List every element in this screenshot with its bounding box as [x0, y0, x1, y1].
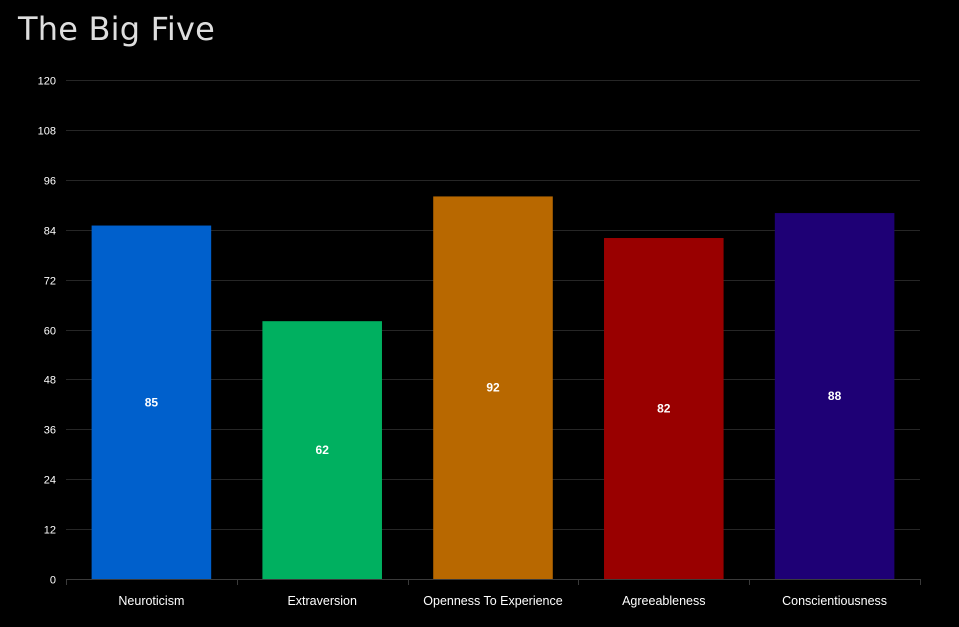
data-label: 82	[657, 402, 671, 416]
x-axis-labels: Neuroticism Extraversion Openness To Exper…	[118, 594, 887, 608]
x-tick-label: Openness To Experience	[423, 594, 562, 608]
y-tick-label: 48	[44, 375, 56, 387]
y-tick-label: 0	[50, 575, 56, 587]
y-tick-label: 36	[44, 425, 56, 437]
x-axis	[66, 579, 921, 585]
bar	[262, 321, 382, 579]
data-label: 88	[828, 389, 842, 403]
x-tick-label: Extraversion	[287, 594, 357, 608]
bars: 85 62 92 82 88	[91, 196, 895, 580]
y-tick-label: 96	[44, 176, 56, 188]
data-label: 62	[316, 443, 330, 457]
y-tick-label: 84	[44, 226, 56, 238]
data-label: 85	[145, 395, 159, 409]
y-tick-label: 60	[44, 326, 56, 338]
chart-title: The Big Five	[18, 10, 216, 48]
y-axis-ticks: 0 12 24 36 48 60 72 84 96 108 120	[38, 76, 56, 587]
y-tick-label: 108	[38, 126, 56, 138]
y-tick-label: 120	[38, 76, 56, 88]
bar	[604, 238, 724, 579]
bar	[91, 225, 212, 579]
data-label: 92	[486, 381, 500, 395]
y-tick-label: 12	[44, 525, 56, 537]
x-tick-label: Conscientiousness	[782, 594, 887, 608]
y-tick-label: 72	[44, 276, 56, 288]
x-tick-label: Agreeableness	[622, 594, 705, 608]
bar	[774, 213, 895, 580]
x-tick-label: Neuroticism	[118, 594, 184, 608]
y-tick-label: 24	[44, 475, 56, 487]
bar	[433, 196, 553, 579]
